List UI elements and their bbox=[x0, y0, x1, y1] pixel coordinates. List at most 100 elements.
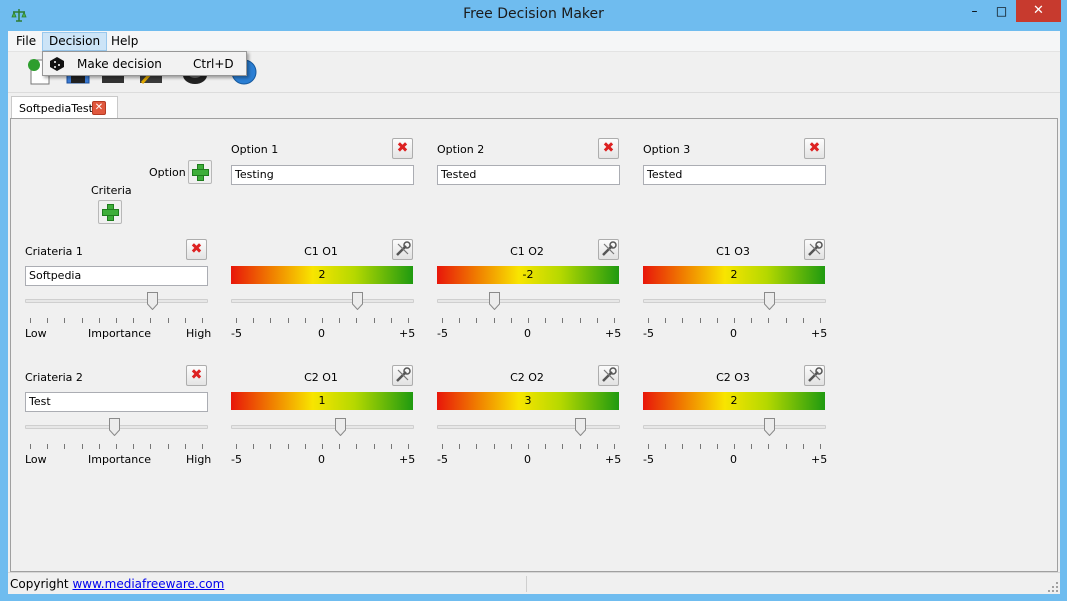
option-1-input[interactable]: Testing bbox=[231, 165, 414, 185]
importance-label: Importance bbox=[88, 327, 152, 340]
delete-option-2-button[interactable]: ✖ bbox=[598, 138, 619, 159]
score-slider-track[interactable] bbox=[231, 425, 414, 429]
score-slider-thumb[interactable] bbox=[575, 418, 586, 437]
make-decision-item[interactable]: Make decision bbox=[77, 57, 162, 71]
score-ticks bbox=[442, 313, 615, 323]
score-slider-track[interactable] bbox=[437, 425, 620, 429]
copyright-label: Copyright bbox=[10, 577, 69, 591]
score-slider-thumb[interactable] bbox=[764, 418, 775, 437]
tab-label: SoftpediaTest bbox=[19, 102, 93, 115]
edit-score-button[interactable] bbox=[804, 365, 825, 386]
wrench-icon bbox=[808, 367, 823, 382]
status-bar: Copyright www.mediafreeware.com bbox=[8, 572, 1060, 594]
menu-file[interactable]: File bbox=[16, 34, 37, 48]
option-label: Option bbox=[149, 166, 186, 179]
menu-help[interactable]: Help bbox=[111, 34, 139, 48]
edit-score-button[interactable] bbox=[392, 365, 413, 386]
importance-slider-thumb[interactable] bbox=[109, 418, 120, 437]
edit-score-button[interactable] bbox=[392, 239, 413, 260]
importance-slider-track[interactable] bbox=[25, 299, 208, 303]
importance-ticks bbox=[30, 313, 203, 323]
delete-criteria-1-button[interactable]: ✖ bbox=[186, 239, 207, 260]
title-bar: Free Decision Maker – □ ✕ bbox=[0, 0, 1067, 31]
score-slider-track[interactable] bbox=[231, 299, 414, 303]
score-slider-track[interactable] bbox=[643, 299, 826, 303]
score-label: C2 O3 bbox=[716, 371, 750, 384]
wrench-icon bbox=[396, 241, 411, 256]
score-label: C2 O2 bbox=[510, 371, 544, 384]
score-slider-thumb[interactable] bbox=[335, 418, 346, 437]
criteria-1-label: Criateria 1 bbox=[25, 245, 83, 258]
scale-zero-label: 0 bbox=[730, 453, 737, 466]
scale-zero-label: 0 bbox=[730, 327, 737, 340]
scale-min-label: -5 bbox=[643, 453, 654, 466]
score-label: C1 O2 bbox=[510, 245, 544, 258]
high-label: High bbox=[186, 453, 212, 466]
close-window-button[interactable]: ✕ bbox=[1016, 0, 1061, 22]
score-slider-thumb[interactable] bbox=[489, 292, 500, 311]
scale-min-label: -5 bbox=[643, 327, 654, 340]
menu-decision[interactable]: Decision bbox=[42, 32, 108, 51]
scale-max-label: +5 bbox=[811, 453, 828, 466]
score-slider-track[interactable] bbox=[437, 299, 620, 303]
score-slider-thumb[interactable] bbox=[764, 292, 775, 311]
delete-option-1-button[interactable]: ✖ bbox=[392, 138, 413, 159]
criteria-label: Criteria bbox=[91, 184, 132, 197]
wrench-icon bbox=[602, 241, 617, 256]
score-slider-track[interactable] bbox=[643, 425, 826, 429]
resize-grip-icon[interactable] bbox=[1048, 582, 1058, 592]
delete-x-icon: ✖ bbox=[190, 241, 203, 257]
website-link[interactable]: www.mediafreeware.com bbox=[72, 577, 225, 591]
edit-score-button[interactable] bbox=[804, 239, 825, 260]
plus-icon bbox=[102, 209, 119, 216]
score-label: C1 O3 bbox=[716, 245, 750, 258]
add-option-button[interactable] bbox=[188, 160, 212, 184]
edit-score-button[interactable] bbox=[598, 239, 619, 260]
score-gradient-bar: 2 bbox=[231, 266, 413, 284]
decision-dropdown-menu: Make decision Ctrl+D bbox=[42, 51, 247, 76]
tab-close-icon[interactable]: ✕ bbox=[92, 101, 106, 115]
scale-max-label: +5 bbox=[605, 453, 622, 466]
score-ticks bbox=[648, 313, 821, 323]
plus-icon bbox=[192, 169, 209, 176]
maximize-button[interactable]: □ bbox=[995, 4, 1008, 18]
delete-x-icon: ✖ bbox=[396, 140, 409, 156]
score-ticks bbox=[442, 439, 615, 449]
option-1-label: Option 1 bbox=[231, 143, 279, 156]
importance-slider-thumb[interactable] bbox=[147, 292, 158, 311]
delete-criteria-2-button[interactable]: ✖ bbox=[186, 365, 207, 386]
status-separator bbox=[526, 576, 527, 592]
tab-bar: SoftpediaTest ✕ bbox=[8, 94, 1060, 119]
edit-score-button[interactable] bbox=[598, 365, 619, 386]
make-decision-shortcut: Ctrl+D bbox=[193, 57, 234, 71]
option-2-input[interactable]: Tested bbox=[437, 165, 620, 185]
high-label: High bbox=[186, 327, 212, 340]
client-area: File Decision Help Make decision Ctrl+D … bbox=[8, 31, 1060, 594]
status-copyright: Copyright www.mediafreeware.com bbox=[10, 577, 224, 591]
minimize-button[interactable]: – bbox=[971, 4, 978, 18]
option-2-label: Option 2 bbox=[437, 143, 485, 156]
add-criteria-button[interactable] bbox=[98, 200, 122, 224]
criteria-2-input[interactable]: Test bbox=[25, 392, 208, 412]
scale-min-label: -5 bbox=[437, 327, 448, 340]
scales-icon bbox=[11, 9, 27, 22]
scale-zero-label: 0 bbox=[524, 453, 531, 466]
scale-max-label: +5 bbox=[399, 453, 416, 466]
delete-option-3-button[interactable]: ✖ bbox=[804, 138, 825, 159]
score-ticks bbox=[648, 439, 821, 449]
scale-min-label: -5 bbox=[437, 453, 448, 466]
score-gradient-bar: 3 bbox=[437, 392, 619, 410]
delete-x-icon: ✖ bbox=[190, 367, 203, 383]
tab-softpediatest[interactable]: SoftpediaTest ✕ bbox=[11, 96, 118, 119]
delete-x-icon: ✖ bbox=[808, 140, 821, 156]
scale-max-label: +5 bbox=[811, 327, 828, 340]
decision-panel: Option Criteria Option 1 ✖ Testing Optio… bbox=[10, 118, 1058, 572]
criteria-1-input[interactable]: Softpedia bbox=[25, 266, 208, 286]
score-slider-thumb[interactable] bbox=[352, 292, 363, 311]
score-ticks bbox=[236, 313, 409, 323]
criteria-2-label: Criateria 2 bbox=[25, 371, 83, 384]
score-label: C1 O1 bbox=[304, 245, 338, 258]
low-label: Low bbox=[25, 453, 47, 466]
option-3-input[interactable]: Tested bbox=[643, 165, 826, 185]
